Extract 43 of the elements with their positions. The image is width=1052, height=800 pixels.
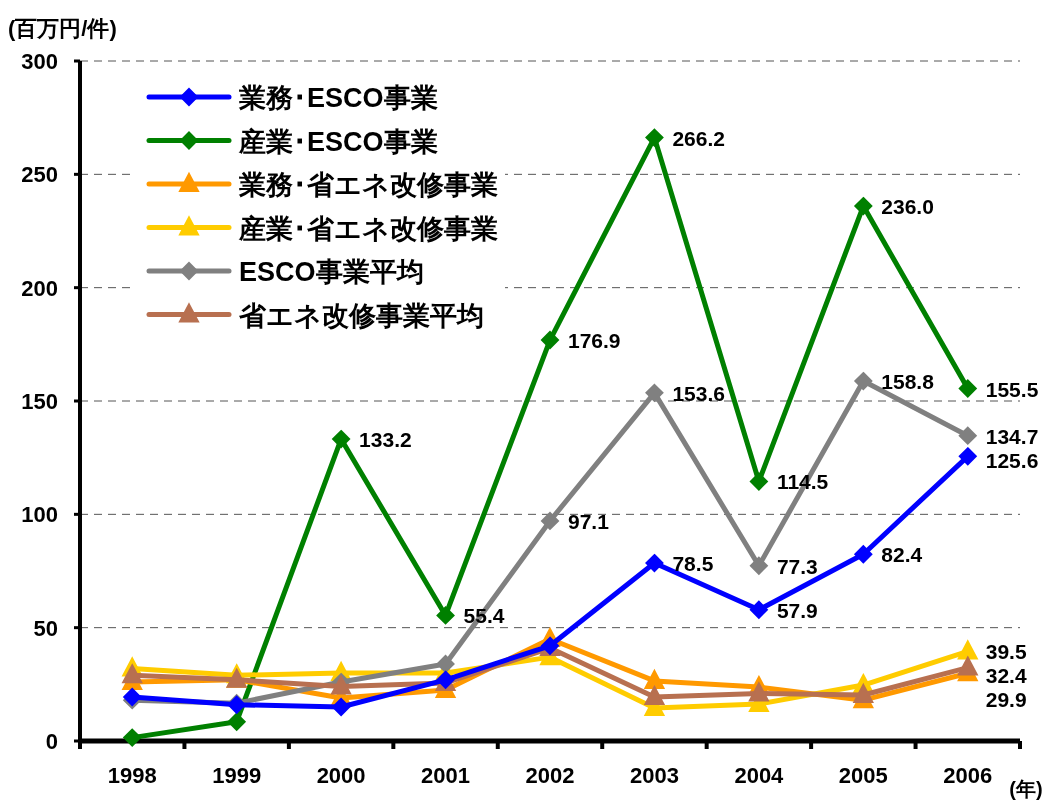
data-label: 55.4 xyxy=(463,604,505,628)
data-label: 57.9 xyxy=(776,598,818,622)
data-label: 158.8 xyxy=(881,370,935,394)
data-label: 39.5 xyxy=(985,640,1027,664)
data-label: 114.5 xyxy=(776,470,829,494)
data-label: 176.9 xyxy=(568,329,621,353)
data-label: 266.2 xyxy=(672,126,726,150)
legend-label: 業務･ESCO事業 xyxy=(238,83,438,113)
x-tick-label: 2000 xyxy=(316,763,366,788)
legend-label: ESCO事業平均 xyxy=(239,257,424,287)
x-tick-label: 2006 xyxy=(943,763,993,788)
data-label: 134.7 xyxy=(985,424,1039,448)
data-label: 97.1 xyxy=(568,509,610,533)
legend-label: 産業･省エネ改修事業 xyxy=(238,213,498,244)
data-label: 153.6 xyxy=(672,381,726,405)
x-tick-label: 2005 xyxy=(838,763,888,788)
legend-label: 産業･ESCO事業 xyxy=(238,126,438,157)
data-label: 29.9 xyxy=(985,688,1027,712)
legend-label: 省エネ改修事業平均 xyxy=(238,300,484,331)
y-tick-label: 250 xyxy=(21,162,58,188)
data-label: 77.3 xyxy=(776,554,818,578)
data-label: 133.2 xyxy=(359,428,412,452)
data-label: 155.5 xyxy=(985,377,1039,401)
x-tick-label: 1998 xyxy=(107,763,157,788)
x-tick-label: 2002 xyxy=(525,763,575,788)
y-tick-label: 200 xyxy=(21,275,58,301)
y-axis-title: (百万円/件) xyxy=(8,16,117,41)
data-label: 82.4 xyxy=(881,543,923,567)
y-tick-label: 0 xyxy=(45,729,58,754)
y-tick-label: 150 xyxy=(21,389,58,414)
data-label: 125.6 xyxy=(985,448,1039,472)
y-tick-label: 300 xyxy=(21,49,58,74)
y-tick-label: 100 xyxy=(21,502,58,528)
data-label: 32.4 xyxy=(985,664,1027,688)
legend-label: 業務･省エネ改修事業 xyxy=(238,170,498,200)
y-tick-label: 50 xyxy=(33,615,58,641)
x-tick-label: 2004 xyxy=(734,763,785,788)
x-tick-label: 2003 xyxy=(629,763,679,788)
data-label: 236.0 xyxy=(881,195,934,219)
x-tick-label: 2001 xyxy=(421,763,471,788)
data-label: 78.5 xyxy=(672,552,714,576)
x-tick-label: 1999 xyxy=(212,763,262,788)
x-axis-title: (年) xyxy=(1009,778,1043,800)
